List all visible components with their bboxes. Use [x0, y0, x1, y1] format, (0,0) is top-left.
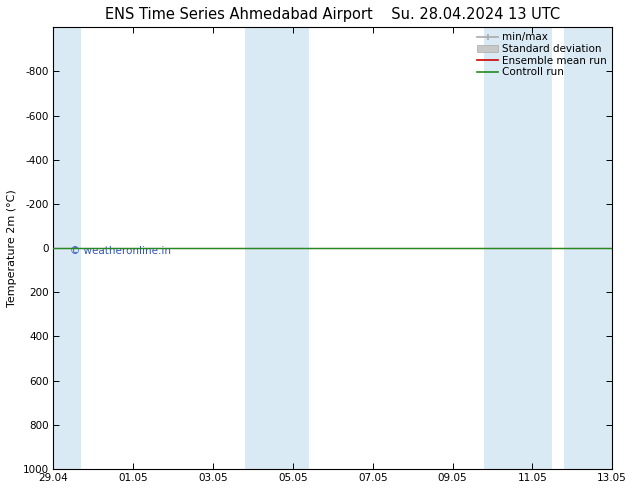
- Bar: [245, 27, 309, 469]
- Title: ENS Time Series Ahmedabad Airport    Su. 28.04.2024 13 UTC: ENS Time Series Ahmedabad Airport Su. 28…: [105, 7, 560, 22]
- Text: © weatheronline.in: © weatheronline.in: [70, 246, 171, 256]
- Bar: [484, 27, 552, 469]
- Bar: [49, 27, 81, 469]
- Bar: [564, 27, 616, 469]
- Legend: min/max, Standard deviation, Ensemble mean run, Controll run: min/max, Standard deviation, Ensemble me…: [475, 30, 609, 79]
- Y-axis label: Temperature 2m (°C): Temperature 2m (°C): [7, 189, 17, 307]
